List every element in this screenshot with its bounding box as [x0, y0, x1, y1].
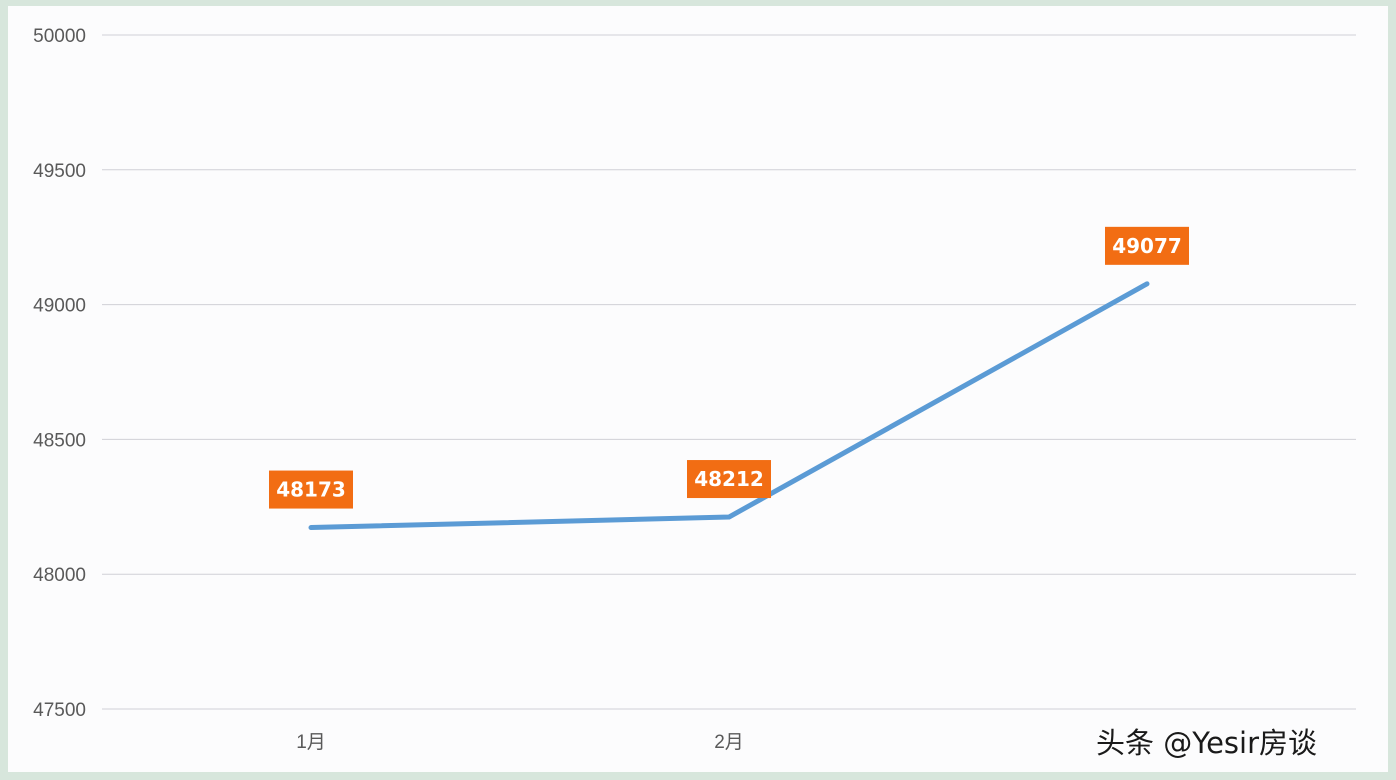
data-label-text: 49077	[1112, 234, 1182, 258]
y-tick-label: 50000	[33, 26, 86, 47]
watermark-text: 头条 @Yesir房谈	[1096, 726, 1318, 760]
y-axis-tick-labels: 50000 49500 49000 48500 48000 47500	[33, 26, 86, 721]
chart-background	[8, 6, 1388, 772]
data-label-text: 48212	[694, 467, 764, 491]
data-label-box	[687, 460, 771, 499]
gridlines	[102, 34, 1356, 710]
data-label-text: 48173	[276, 478, 346, 502]
y-tick-label: 49500	[33, 161, 86, 182]
x-tick-label: 2月	[714, 732, 744, 753]
data-label-box	[269, 470, 353, 509]
data-label: 48212	[687, 460, 771, 499]
y-tick-label: 48000	[33, 565, 86, 586]
data-label: 48173	[269, 470, 353, 509]
y-tick-label: 47500	[33, 700, 86, 721]
data-label-box	[1105, 226, 1189, 265]
data-label: 49077	[1105, 226, 1189, 265]
y-tick-label: 49000	[33, 296, 86, 317]
x-tick-label: 1月	[296, 732, 326, 753]
series-line	[308, 281, 1150, 531]
y-tick-label: 48500	[33, 430, 86, 451]
series-lines	[308, 281, 1150, 531]
data-labels: 48173 48212 49077	[269, 226, 1189, 509]
x-axis-tick-labels: 1月 2月	[296, 732, 744, 753]
